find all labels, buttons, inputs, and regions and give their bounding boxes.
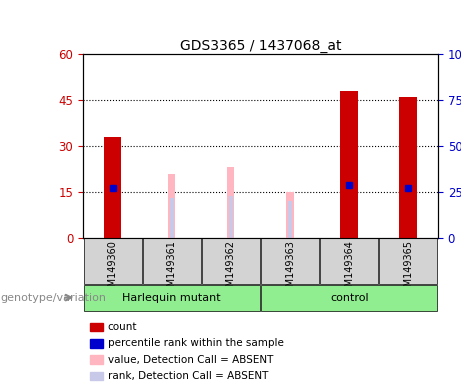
Text: control: control [330,293,368,303]
Text: GSM149360: GSM149360 [107,240,118,299]
Bar [229,196,233,238]
Bar [90,356,102,364]
Text: genotype/variation: genotype/variation [0,293,106,303]
FancyBboxPatch shape [143,238,201,284]
Title: GDS3365 / 1437068_at: GDS3365 / 1437068_at [180,39,341,53]
Text: count: count [108,322,137,332]
Bar [90,339,102,348]
Bar [400,97,417,238]
FancyBboxPatch shape [202,238,260,284]
FancyBboxPatch shape [83,285,260,311]
Bar [227,167,235,238]
Bar [104,137,121,238]
Text: GSM149361: GSM149361 [167,240,177,299]
Text: GSM149365: GSM149365 [403,240,414,300]
Bar [286,192,294,238]
Bar [168,174,175,238]
Text: value, Detection Call = ABSENT: value, Detection Call = ABSENT [108,354,273,364]
Text: rank, Detection Call = ABSENT: rank, Detection Call = ABSENT [108,371,268,381]
Bar [90,372,102,380]
FancyBboxPatch shape [83,238,142,284]
Bar [90,323,102,331]
Text: GSM149362: GSM149362 [226,240,236,300]
Text: Harlequin mutant: Harlequin mutant [123,293,221,303]
Text: GSM149364: GSM149364 [344,240,354,299]
Bar [340,91,358,238]
FancyBboxPatch shape [379,238,437,284]
Bar [170,197,174,238]
FancyBboxPatch shape [320,238,378,284]
Bar [288,201,292,238]
FancyBboxPatch shape [261,285,437,311]
Text: percentile rank within the sample: percentile rank within the sample [108,338,284,348]
FancyBboxPatch shape [261,238,319,284]
Text: GSM149363: GSM149363 [285,240,295,299]
